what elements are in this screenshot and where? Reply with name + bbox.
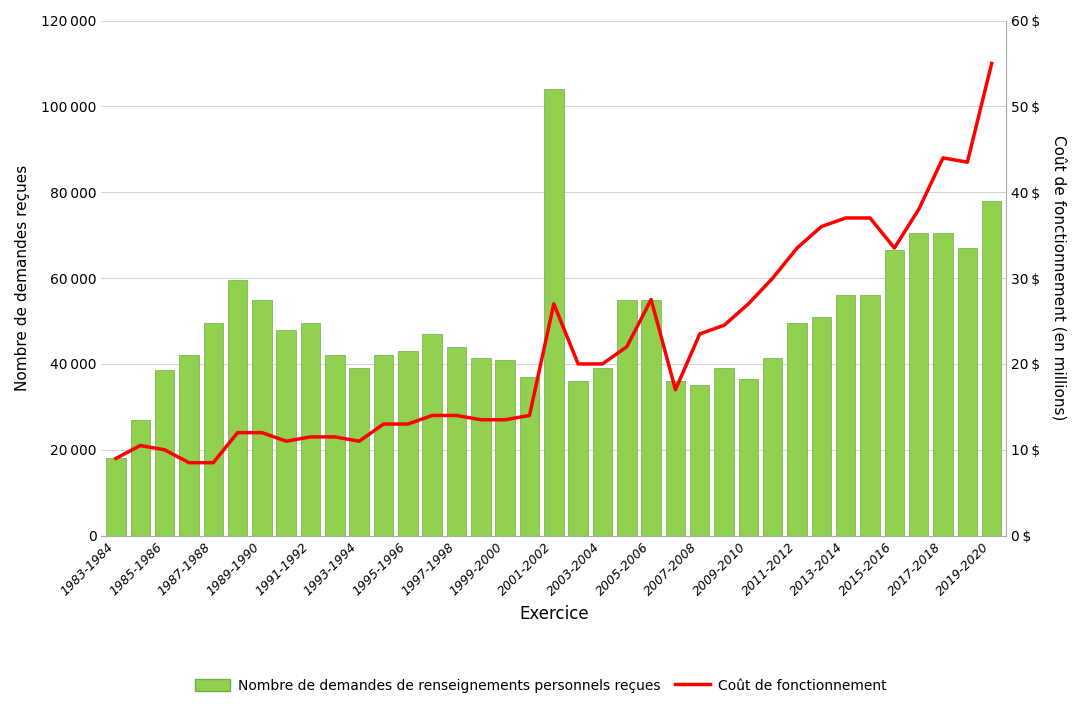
Bar <box>568 381 588 536</box>
Bar <box>665 381 685 536</box>
Bar <box>131 420 150 536</box>
Bar <box>447 347 466 536</box>
Bar <box>398 351 418 536</box>
Bar <box>763 357 782 536</box>
Bar <box>617 299 636 536</box>
Bar <box>544 89 564 536</box>
Bar <box>885 250 905 536</box>
Y-axis label: Coût de fonctionnement (en millions): Coût de fonctionnement (en millions) <box>1052 135 1067 420</box>
Bar <box>836 295 856 536</box>
Legend: Nombre de demandes de renseignements personnels reçues, Coût de fonctionnement: Nombre de demandes de renseignements per… <box>189 674 893 698</box>
Bar <box>422 334 441 536</box>
Bar <box>739 379 758 536</box>
Bar <box>180 355 199 536</box>
Bar <box>958 248 977 536</box>
Bar <box>203 323 223 536</box>
Bar <box>642 299 661 536</box>
Bar <box>349 368 369 536</box>
Bar <box>690 386 710 536</box>
Y-axis label: Nombre de demandes reçues: Nombre de demandes reçues <box>15 165 30 391</box>
Bar <box>301 323 320 536</box>
Bar <box>788 323 807 536</box>
Bar <box>714 368 734 536</box>
Bar <box>471 357 490 536</box>
Bar <box>519 376 539 536</box>
Bar <box>155 370 174 536</box>
Bar <box>909 233 928 536</box>
Bar <box>934 233 953 536</box>
Bar <box>982 201 1002 536</box>
Bar <box>373 355 393 536</box>
Bar <box>496 359 515 536</box>
Bar <box>860 295 880 536</box>
Bar <box>228 280 248 536</box>
Bar <box>812 317 831 536</box>
Bar <box>593 368 612 536</box>
Bar <box>326 355 344 536</box>
X-axis label: Exercice: Exercice <box>519 605 589 623</box>
Bar <box>277 330 296 536</box>
Bar <box>252 299 272 536</box>
Bar <box>106 459 126 536</box>
